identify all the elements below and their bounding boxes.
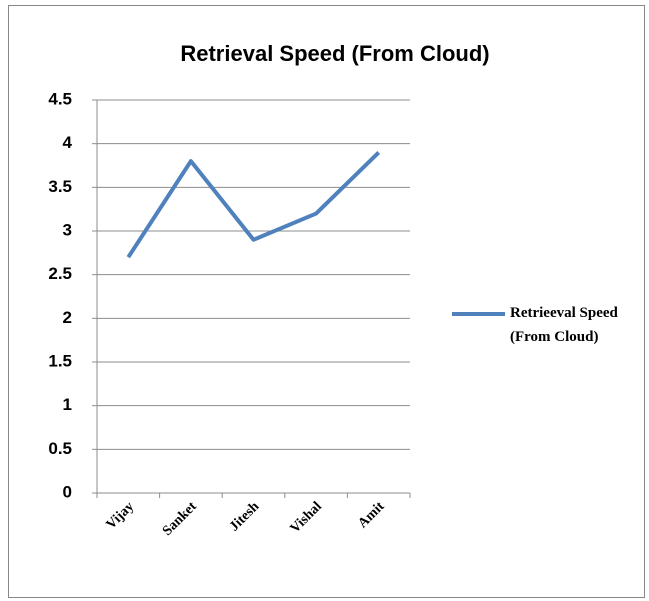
chart-title: Retrieval Speed (From Cloud) (180, 41, 489, 66)
y-tick-label: 1.5 (48, 351, 72, 370)
y-tick-label: 4.5 (48, 89, 72, 108)
y-tick-label: 4 (63, 133, 73, 152)
y-tick-label: 2.5 (48, 264, 72, 283)
legend-label: Retrieeval Speed (From Cloud) (510, 305, 618, 345)
y-tick-label: 3 (63, 220, 72, 239)
y-tick-label: 0.5 (48, 439, 72, 458)
chart-border (8, 5, 645, 598)
y-tick-label: 2 (63, 308, 72, 327)
data-line (126, 150, 381, 259)
y-tick-label: 0 (63, 482, 72, 501)
legend: Retrieeval Speed (From Cloud) (510, 305, 618, 345)
y-tick-label: 3.5 (48, 177, 72, 196)
y-tick-label: 1 (63, 395, 72, 414)
